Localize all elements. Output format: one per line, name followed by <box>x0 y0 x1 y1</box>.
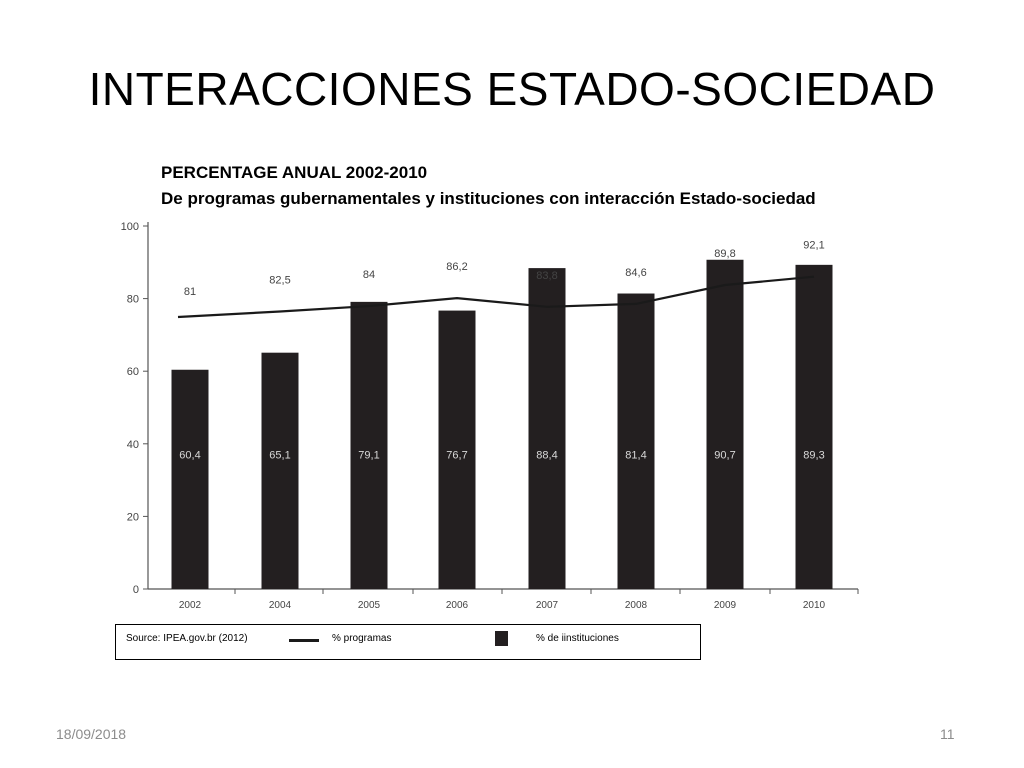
line-value-label: 84,6 <box>625 267 646 279</box>
y-tick-label: 0 <box>133 584 139 596</box>
x-tick-label: 2005 <box>358 600 381 611</box>
legend-source: Source: IPEA.gov.br (2012) <box>126 633 248 644</box>
x-tick-label: 2008 <box>625 600 648 611</box>
bar-value-label: 76,7 <box>446 449 467 461</box>
bar-value-label: 81,4 <box>625 449 646 461</box>
chart-title: PERCENTAGE ANUAL 2002-2010 <box>161 163 428 182</box>
slide-title: INTERACCIONES ESTADO-SOCIEDAD <box>88 63 936 115</box>
line-value-label: 83,8 <box>536 270 557 282</box>
bar <box>795 264 833 589</box>
line-value-label: 82,5 <box>269 275 290 287</box>
bar <box>171 369 209 589</box>
legend-bar-label: % de iinstituciones <box>536 633 619 644</box>
bar-value-label: 89,3 <box>803 449 824 461</box>
y-tick-label: 80 <box>127 294 139 306</box>
line-value-label: 81 <box>184 286 196 298</box>
line-value-label: 89,8 <box>714 248 735 260</box>
footer-date: 18/09/2018 <box>56 726 127 742</box>
line-value-label: 86,2 <box>446 261 467 273</box>
x-tick-label: 2009 <box>714 600 737 611</box>
bar <box>261 352 299 589</box>
bar <box>528 268 566 589</box>
y-tick-label: 40 <box>127 439 139 451</box>
bar-value-label: 65,1 <box>269 449 290 461</box>
line-series-programas <box>177 275 815 319</box>
x-tick-label: 2007 <box>536 600 559 611</box>
bar <box>438 310 476 589</box>
chart-legend: Source: IPEA.gov.br (2012) % programas %… <box>115 624 701 660</box>
chart-subtitle: De programas gubernamentales y instituci… <box>161 189 816 208</box>
bar-value-label: 90,7 <box>714 449 735 461</box>
chart-heading: PERCENTAGE ANUAL 2002-2010 De programas … <box>161 160 816 212</box>
line-value-label: 92,1 <box>803 240 824 252</box>
y-tick-label: 100 <box>121 221 139 233</box>
page-number: 11 <box>940 726 955 742</box>
bar <box>617 293 655 589</box>
legend-bar-swatch <box>495 631 508 646</box>
line-value-label: 84 <box>363 269 375 281</box>
bar <box>350 301 388 589</box>
y-tick-label: 60 <box>127 366 139 378</box>
x-tick-label: 2004 <box>269 600 292 611</box>
bar-value-label: 79,1 <box>358 449 379 461</box>
y-tick-label: 20 <box>127 511 139 523</box>
x-tick-label: 2006 <box>446 600 469 611</box>
bar-value-label: 60,4 <box>179 449 200 461</box>
x-tick-label: 2010 <box>803 600 826 611</box>
legend-line-label: % programas <box>332 633 392 644</box>
x-tick-label: 2002 <box>179 600 202 611</box>
bar <box>706 259 744 589</box>
legend-line-swatch <box>289 639 319 642</box>
bar-value-label: 88,4 <box>536 449 557 461</box>
